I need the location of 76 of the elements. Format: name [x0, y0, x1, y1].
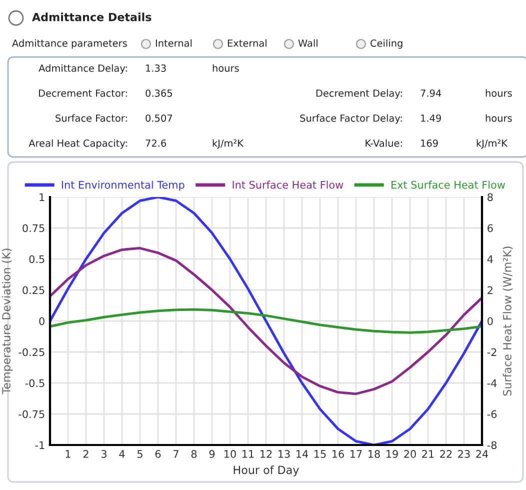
text: 1.49: [421, 114, 441, 122]
text: Wall: [298, 39, 318, 47]
y2-axis-title: Surface Heat Flow (W/m²K): [502, 246, 513, 396]
text: hours: [212, 64, 239, 72]
x-tick-label: 9: [209, 450, 215, 458]
x-tick-label: 4: [119, 450, 125, 458]
y-tick-label: -0.75: [18, 410, 44, 418]
text: hours: [486, 89, 512, 97]
text: Admittance Details: [32, 12, 152, 22]
x-tick-label: 20: [404, 450, 416, 458]
x-tick-label: 16: [332, 450, 344, 458]
x-tick-label: 23: [458, 450, 470, 458]
y2-tick-label: -2: [487, 348, 496, 356]
x-tick-label: 1: [66, 450, 70, 458]
text: 72.6: [146, 139, 166, 147]
x-tick-label: 18: [368, 450, 380, 458]
text: 0.365: [146, 89, 172, 97]
y2-tick-label: 8: [488, 193, 493, 202]
y-tick-label: 0.75: [22, 224, 44, 232]
x-tick-label: 22: [440, 450, 452, 458]
text: Surface Factor:: [56, 114, 127, 122]
text: External: [228, 39, 266, 47]
x-axis-title: Hour of Day: [234, 466, 299, 476]
x-tick-label: 2: [83, 450, 88, 458]
y-tick-label: 0: [39, 317, 44, 326]
text: 0.507: [146, 114, 172, 122]
text: Ceiling: [370, 39, 402, 49]
x-tick-label: 12: [260, 450, 272, 458]
y2-tick-label: -8: [487, 441, 497, 450]
text: K-Value:: [366, 139, 402, 147]
line-series: [50, 308, 482, 334]
text: Areal Heat Capacity:: [28, 139, 127, 149]
text: Decrement Factor:: [38, 90, 127, 97]
legend-label: Int Surface Heat Flow: [232, 180, 344, 189]
text: Admittance parameters: [12, 39, 127, 49]
text: 1.33: [146, 64, 166, 72]
legend-label: Int Environmental Temp: [62, 180, 184, 191]
x-tick-label: 15: [314, 450, 326, 458]
x-tick-label: 13: [278, 450, 290, 458]
y-axis-title: Temperature Deviation (K): [2, 248, 13, 394]
x-tick-label: 3: [101, 450, 106, 458]
legend-label: Ext Surface Heat Flow: [392, 180, 505, 189]
y-tick-label: -0.25: [18, 348, 44, 356]
y2-tick-label: -4: [487, 379, 497, 387]
x-tick-label: 19: [386, 450, 398, 458]
y2-tick-label: 6: [488, 224, 493, 232]
y2-tick-label: 0: [488, 317, 493, 326]
text: 169: [421, 139, 438, 147]
text: 7.94: [420, 89, 442, 97]
x-tick-label: 14: [296, 450, 308, 458]
x-tick-label: 21: [422, 450, 434, 458]
x-tick-label: 10: [224, 450, 236, 458]
x-tick-label: 11: [242, 450, 254, 458]
text: Internal: [156, 39, 192, 47]
text: Decrement Delay:: [316, 89, 402, 99]
text: Admittance Delay:: [38, 64, 127, 74]
y-tick-label: -0.5: [25, 379, 44, 388]
x-tick-label: 24: [476, 450, 488, 458]
y-tick-label: -1: [35, 441, 44, 449]
y-tick-label: 0.25: [22, 286, 44, 294]
x-tick-label: 7: [174, 450, 178, 458]
line-series: [50, 246, 482, 396]
x-tick-label: 5: [137, 450, 142, 458]
y-tick-label: 0.5: [29, 255, 44, 264]
text: kJ/m²K: [476, 139, 508, 149]
x-tick-label: 8: [191, 450, 197, 458]
x-tick-label: 6: [155, 450, 161, 458]
y2-tick-label: 2: [488, 286, 492, 294]
text: kJ/m²K: [212, 139, 244, 149]
x-tick-label: 17: [350, 450, 362, 458]
line-series: [50, 197, 482, 445]
y2-tick-label: -6: [487, 410, 497, 418]
text: hours: [486, 114, 512, 122]
y-tick-label: 1: [40, 193, 44, 201]
text: Surface Factor Delay:: [300, 114, 402, 124]
y2-tick-label: 4: [487, 255, 493, 263]
